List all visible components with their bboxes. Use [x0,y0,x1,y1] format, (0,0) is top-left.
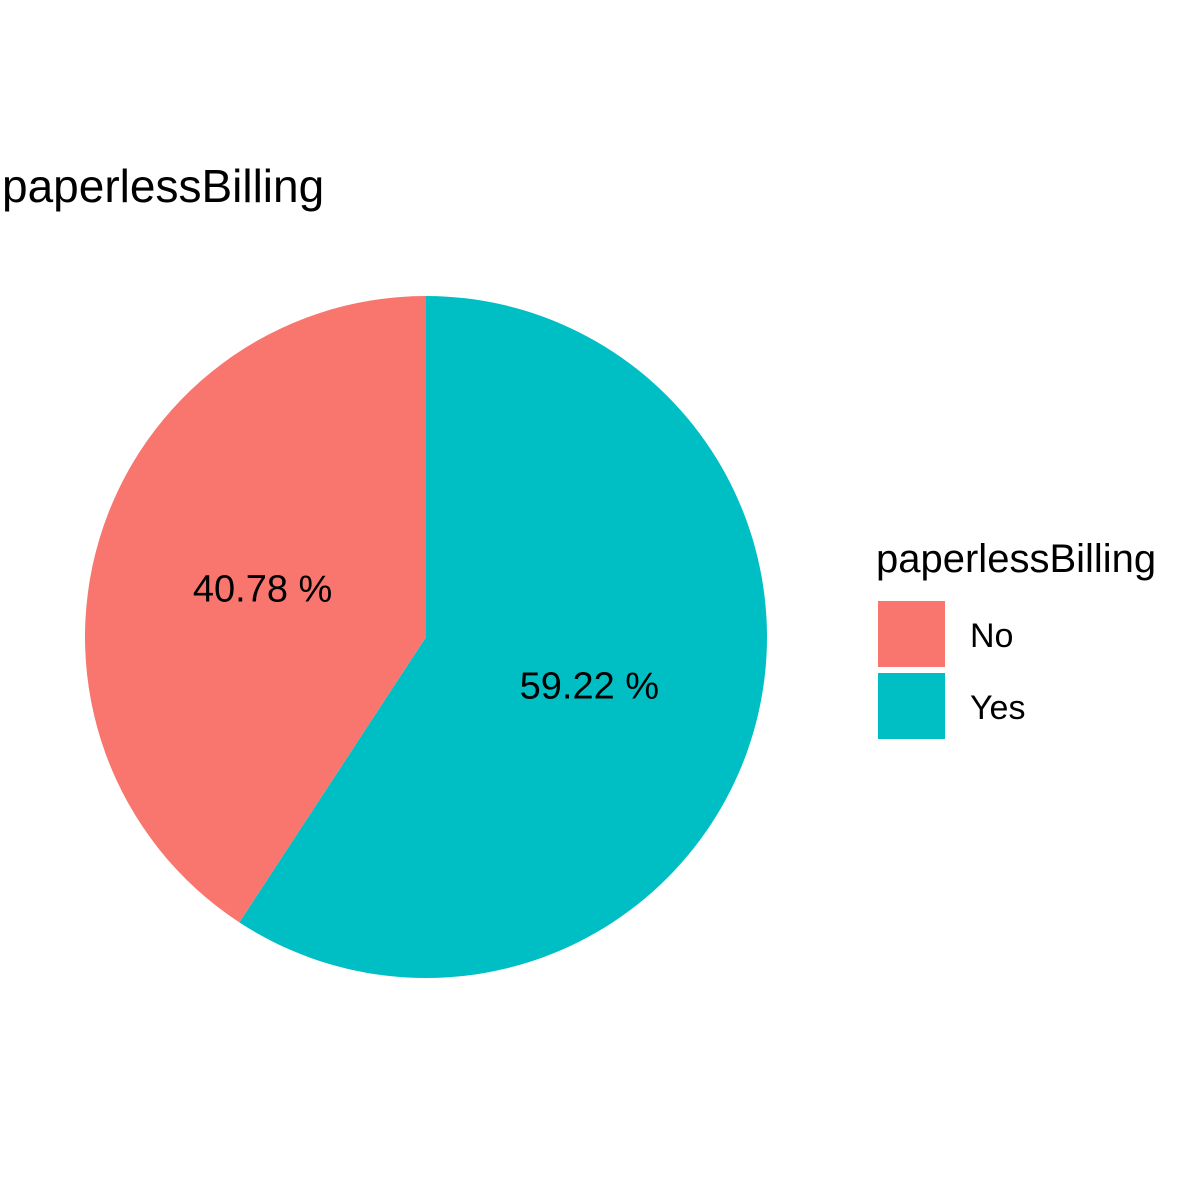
pie-slice-yes [239,296,768,978]
slice-label-no: 40.78 % [193,568,332,610]
pie-slice-labels: 59.22 % 40.78 % [193,568,659,707]
legend-key-yes [878,673,945,739]
pie-slices [85,296,768,978]
slice-label-yes: 59.22 % [520,666,659,708]
pie-slice-no [85,296,426,923]
legend-title: paperlessBilling [876,537,1156,581]
legend-label-yes: Yes [970,689,1025,727]
chart-title: paperlessBilling [2,160,324,212]
legend: paperlessBilling No Yes [876,537,1156,739]
legend-key-no [878,601,945,667]
legend-items: No Yes [878,601,1025,739]
legend-label-no: No [970,617,1013,655]
